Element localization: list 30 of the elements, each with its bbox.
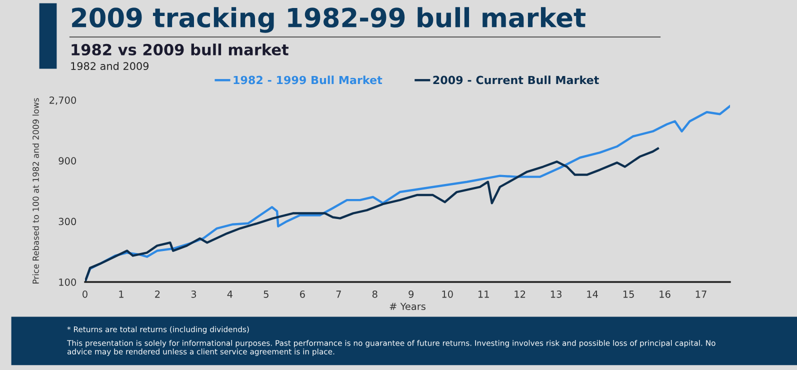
text: 1982 and 2009 [71, 62, 149, 70]
chart-title: 2009 tracking 1982-99 bull market [72, 7, 586, 33]
x-tick-label: 0 [82, 290, 88, 298]
x-tick-label: 11 [478, 290, 489, 298]
x-tick-label: 4 [227, 290, 232, 298]
y-tick-label: 300 [58, 218, 76, 226]
x-tick-label: 2 [155, 290, 160, 298]
x-tick-label: 15 [623, 290, 634, 298]
x-tick-label: 13 [550, 290, 562, 298]
x-tick-label: 10 [442, 290, 453, 298]
x-tick-label: 17 [696, 290, 706, 298]
y-tick-label: 900 [58, 157, 76, 164]
x-tick-label: 3 [191, 290, 196, 298]
y-tick-label: 100 [59, 278, 76, 286]
x-tick-label: 6 [300, 290, 305, 298]
y-axis-title: Price Rebased to 100 at 1982 and 2009 lows [32, 98, 39, 284]
x-tick-label: 7 [336, 290, 341, 298]
line-series [85, 147, 659, 282]
x-tick-label: 5 [264, 290, 268, 298]
chart-subtitle: 1982 vs 2009 bull market [72, 44, 288, 56]
x-tick-label: 9 [408, 290, 414, 298]
x-tick-label: 8 [372, 290, 378, 298]
x-axis-title: # Years [390, 302, 426, 310]
x-tick-label: 14 [587, 290, 598, 298]
legend-label: 1982 - 1999 Bull Market [234, 76, 382, 84]
x-tick-label: 1 [119, 290, 124, 298]
x-tick-label: 16 [660, 290, 670, 298]
legend-label: 2009 - Current Bull Market [433, 76, 599, 84]
y-tick-label: 2,700 [50, 96, 76, 105]
x-tick-label: 12 [514, 290, 526, 298]
